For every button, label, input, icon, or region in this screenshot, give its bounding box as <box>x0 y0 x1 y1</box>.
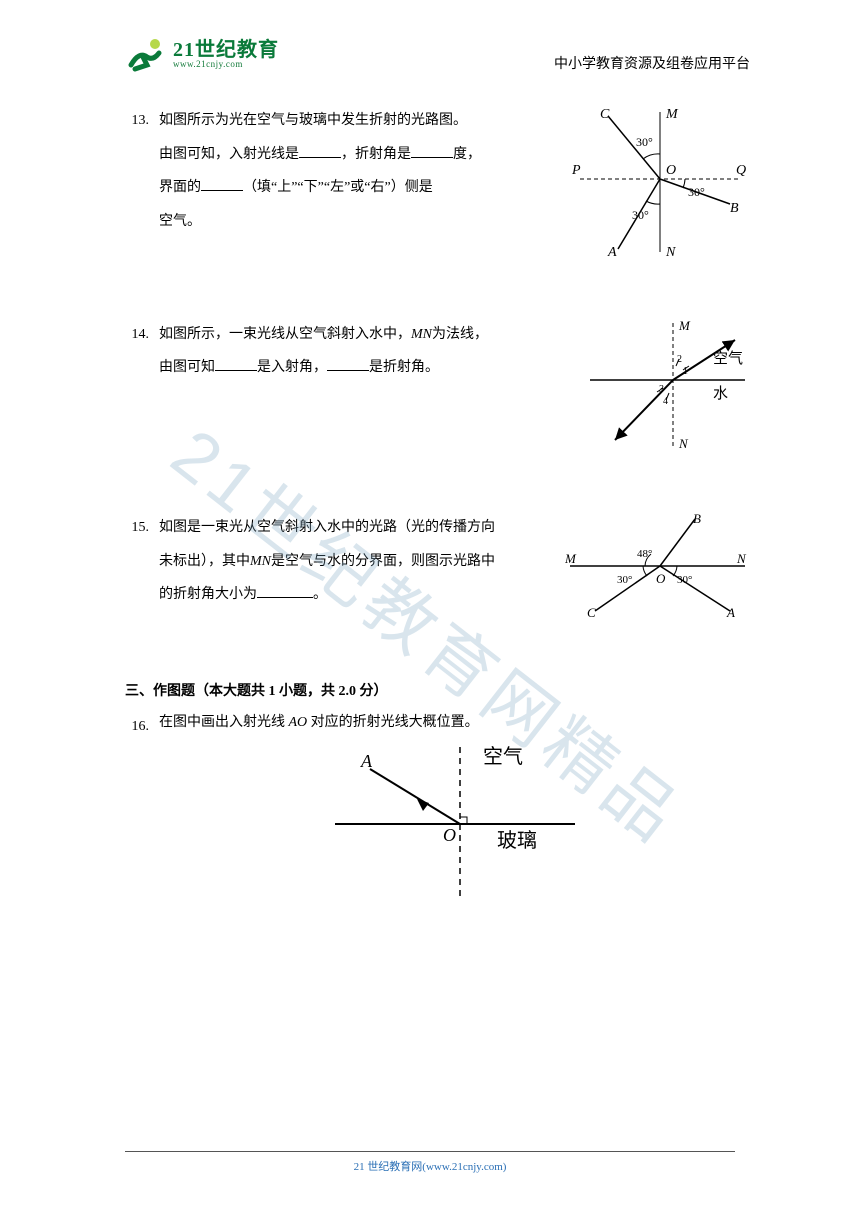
q15-fig-O: O <box>656 571 666 586</box>
page-footer: 21 世纪教育网(www.21cnjy.com) <box>125 1151 735 1174</box>
q15-paren2: ） <box>201 554 208 569</box>
q13-fig-O: O <box>666 163 676 178</box>
question-list: 13. 如图所示为光在空气与玻璃中发生折射的光路图。 由图可知，入射光线是 ，折射… <box>125 104 750 635</box>
q13-l3c: 侧是 <box>405 180 433 195</box>
q16-ta: 在图中画出入射光线 <box>159 715 289 730</box>
q13-line1: 如图所示为光在空气与玻璃中发生折射的光路图。 <box>159 113 467 128</box>
q16-fig-O: O <box>443 825 456 845</box>
q13-figure: C M P O Q B A N 30° 30° 30° <box>570 104 750 273</box>
q15-l2c: 是空气与水的分界面，则图示光路中 <box>271 554 495 569</box>
question-14: 14. 如图所示，一束光线从空气斜射入水中，MN为法线， 由图可知是入射角，是折… <box>125 318 750 467</box>
q14-figure: M N 空气 水 1 2 3 4 <box>585 318 750 467</box>
logo-runner-icon <box>125 35 167 73</box>
q15-mn: MN <box>250 554 271 569</box>
q13-l3a: 界面的 <box>159 180 201 195</box>
q14-fig-N: N <box>678 436 689 451</box>
q15-l2a: 未标出 <box>159 554 201 569</box>
q16-fig-A: A <box>360 751 373 771</box>
q13-fig-a1: 30° <box>636 135 653 149</box>
q13-l3b: 填“上”“下”“左”或“右” <box>257 180 391 195</box>
page: 21世纪教育 www.21cnjy.com 中小学教育资源及组卷应用平台 21世… <box>0 0 860 1216</box>
q15-fig-C: C <box>587 605 596 620</box>
logo-sub-text: www.21cnjy.com <box>173 60 279 69</box>
q13-fig-N: N <box>665 245 676 259</box>
q13-fig-M: M <box>665 107 679 122</box>
q13-l4: 空气。 <box>159 214 201 229</box>
q15-l3a: 的折射角大小为 <box>159 587 257 602</box>
q14-fig-2: 2 <box>677 354 682 365</box>
q15-paren1: （ <box>397 520 411 535</box>
q13-blank1 <box>299 144 341 158</box>
section-3-title: 三、作图题（本大题共 1 小题，共 2.0 分） <box>125 680 750 700</box>
q13-paren-l: （ <box>243 180 257 195</box>
q13-blank2 <box>411 144 453 158</box>
q13-fig-Q: Q <box>736 163 746 178</box>
question-list-2: 16. 在图中画出入射光线 AO 对应的折射光线大概位置。 <box>125 710 750 909</box>
q13-fig-a3: 30° <box>632 208 649 222</box>
q16-figure: A O 空气 玻璃 <box>325 739 585 909</box>
header-right-text: 中小学教育资源及组卷应用平台 <box>554 53 750 73</box>
q14-blank1 <box>215 357 257 371</box>
q13-blank3 <box>201 177 243 191</box>
q13-l2c: 度， <box>453 147 481 162</box>
q15-fig-a2: 30° <box>617 574 632 586</box>
q16-fig-glass: 玻璃 <box>497 829 537 852</box>
q16-fig-air: 空气 <box>483 745 523 768</box>
q13-number: 13. <box>125 104 149 138</box>
q15-blank1 <box>257 584 313 598</box>
q13-text: 如图所示为光在空气与玻璃中发生折射的光路图。 由图可知，入射光线是 ，折射角是 度，… <box>159 104 560 273</box>
q15-fig-a1: 48° <box>637 548 652 560</box>
q14-l1a: 如图所示，一束光线从空气斜射入水中， <box>159 327 411 342</box>
q14-fig-air: 空气 <box>713 350 743 367</box>
q13-fig-P: P <box>571 163 581 178</box>
q13-fig-a2: 30° <box>688 185 705 199</box>
footer-text: 21 世纪教育网(www.21cnjy.com) <box>354 1161 507 1173</box>
q15-number: 15. <box>125 511 149 545</box>
q13-l2b: ，折射角是 <box>341 147 411 162</box>
logo-main-text: 21世纪教育 <box>173 40 279 60</box>
q15-l3b: 。 <box>313 587 327 602</box>
q16-text: 在图中画出入射光线 AO 对应的折射光线大概位置。 <box>159 710 750 735</box>
question-13: 13. 如图所示为光在空气与玻璃中发生折射的光路图。 由图可知，入射光线是 ，折射… <box>125 104 750 273</box>
q14-text: 如图所示，一束光线从空气斜射入水中，MN为法线， 由图可知 是入射角， 是折射角。 <box>159 318 575 467</box>
q16-number: 16. <box>125 710 149 744</box>
q14-blank2 <box>327 357 369 371</box>
q13-fig-B: B <box>730 201 739 216</box>
q15-fig-M: M <box>565 551 577 566</box>
q15-fig-A: A <box>726 605 735 620</box>
question-16: 16. 在图中画出入射光线 AO 对应的折射光线大概位置。 <box>125 710 750 909</box>
page-header: 21世纪教育 www.21cnjy.com 中小学教育资源及组卷应用平台 <box>125 35 750 74</box>
q15-l1b: 光的传播方向 <box>411 520 495 535</box>
q16-tb: 对应的折射光线大概位置。 <box>307 715 479 730</box>
q13-fig-C: C <box>600 107 610 122</box>
question-15: 15. 如图是一束光从空气斜射入水中的光路（光的传播方向 未标出），其中MN是空… <box>125 511 750 635</box>
q14-l2a: 由图可知 <box>159 360 215 375</box>
q16-ao: AO <box>289 715 308 730</box>
q13-l2a: 由图可知，入射光线是 <box>159 147 299 162</box>
q14-fig-water: 水 <box>713 385 728 402</box>
q13-fig-A: A <box>607 245 617 259</box>
q14-l2c: 是折射角。 <box>369 360 439 375</box>
q15-fig-a3: 30° <box>677 574 692 586</box>
q14-number: 14. <box>125 318 149 352</box>
logo: 21世纪教育 www.21cnjy.com <box>125 35 279 73</box>
q15-l1a: 如图是一束光从空气斜射入水中的光路 <box>159 520 397 535</box>
q14-mn: MN <box>411 327 432 342</box>
q13-paren-r: ） <box>391 180 405 195</box>
q14-l1b: 为法线， <box>432 327 488 342</box>
q14-l2b: 是入射角， <box>257 360 327 375</box>
q15-fig-B: B <box>693 511 701 526</box>
q15-fig-N: N <box>736 551 747 566</box>
q15-l2b: ，其中 <box>208 554 250 569</box>
q15-figure: B M N C A O 48° 30° 30° <box>565 511 750 635</box>
q14-fig-M: M <box>678 318 691 333</box>
q15-text: 如图是一束光从空气斜射入水中的光路（光的传播方向 未标出），其中MN是空气与水的… <box>159 511 555 635</box>
